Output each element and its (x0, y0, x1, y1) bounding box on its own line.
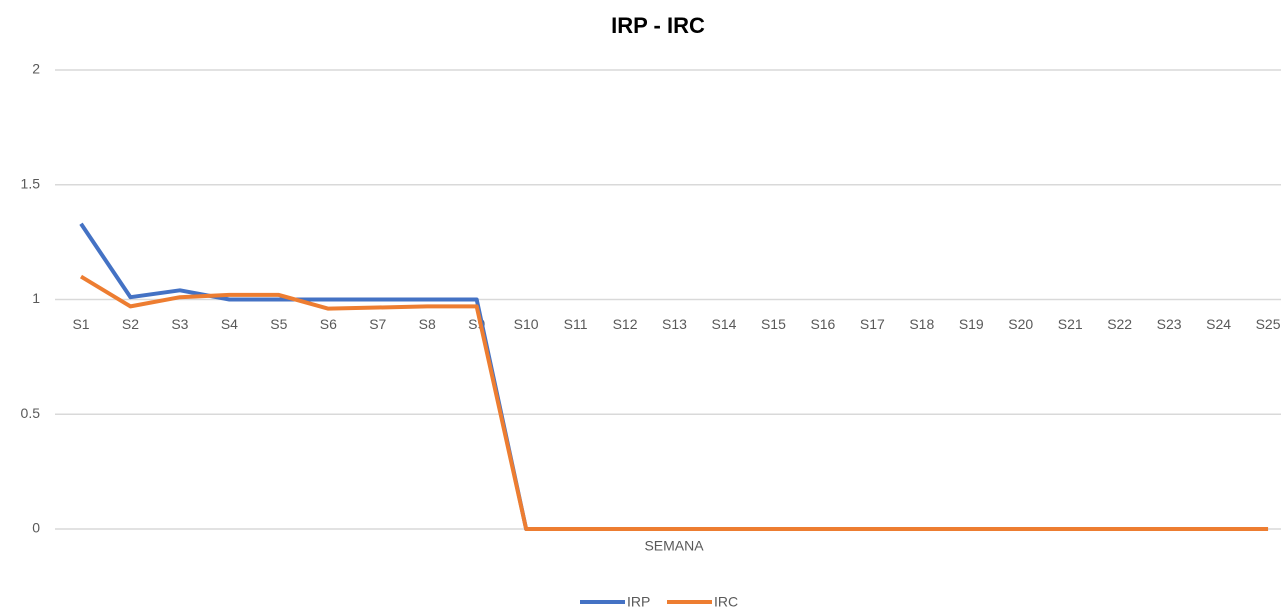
x-tick-label: S8 (419, 316, 436, 332)
x-tick-label: S14 (712, 316, 737, 332)
x-tick-label: S4 (221, 316, 238, 332)
x-tick-label: S24 (1206, 316, 1231, 332)
x-tick-label: S7 (369, 316, 386, 332)
x-tick-label: S20 (1008, 316, 1033, 332)
x-tick-label: S23 (1157, 316, 1182, 332)
x-tick-label: S13 (662, 316, 687, 332)
x-tick-label: S3 (171, 316, 188, 332)
x-tick-label: S2 (122, 316, 139, 332)
x-tick-label: S15 (761, 316, 786, 332)
x-tick-label: S5 (270, 316, 287, 332)
series-line (81, 277, 1268, 529)
x-tick-label: S19 (959, 316, 984, 332)
x-tick-label: S10 (514, 316, 539, 332)
chart: IRP - IRC SEMANA 0 0.5 1 1.5 2 S1 S2 S3 S4 S5 S6 S7… (0, 0, 1281, 610)
y-tick-label: 2 (32, 61, 40, 77)
x-tick-label: S16 (810, 316, 835, 332)
y-tick-label: 0 (32, 520, 40, 536)
legend-label: IRP (627, 594, 650, 610)
x-axis-title: SEMANA (644, 538, 704, 554)
x-tick-label: S17 (860, 316, 885, 332)
x-tick-label: S11 (564, 316, 588, 332)
y-tick-label: 0.5 (21, 405, 41, 421)
x-tick-label: S25 (1256, 316, 1281, 332)
x-tick-label: S22 (1107, 316, 1132, 332)
x-tick-label: S1 (72, 316, 89, 332)
legend-label: IRC (714, 594, 738, 610)
x-tick-label: S18 (909, 316, 934, 332)
y-tick-label: 1 (32, 290, 40, 306)
chart-title: IRP - IRC (611, 13, 705, 38)
series-line (81, 224, 1268, 529)
x-tick-label: S21 (1058, 316, 1083, 332)
x-tick-label: S6 (320, 316, 337, 332)
y-tick-label: 1.5 (21, 175, 41, 191)
x-tick-label: S12 (613, 316, 638, 332)
